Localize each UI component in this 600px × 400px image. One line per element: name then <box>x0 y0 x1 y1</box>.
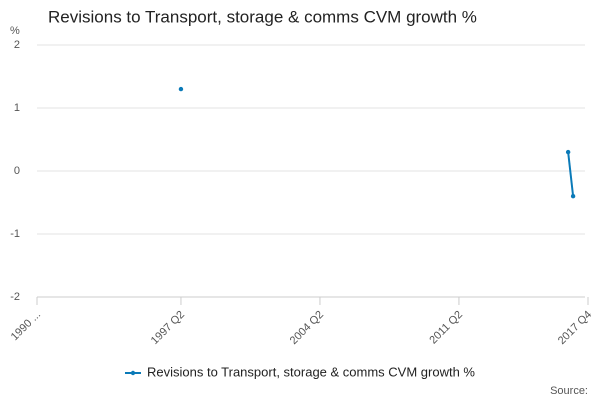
legend: Revisions to Transport, storage & comms … <box>124 364 475 379</box>
legend-label: Revisions to Transport, storage & comms … <box>147 364 475 379</box>
y-axis-unit: % <box>10 25 20 37</box>
legend-marker <box>130 370 136 376</box>
data-point <box>178 86 184 92</box>
y-tick-label: -1 <box>10 228 20 240</box>
x-tick-label: 1990 ... <box>9 309 43 343</box>
source: Source: <box>550 385 588 397</box>
y-tick-label: 0 <box>14 165 20 177</box>
series-line <box>567 151 575 197</box>
chart-title: Revisions to Transport, storage & comms … <box>48 7 477 26</box>
y-tick-label: 1 <box>14 102 20 114</box>
x-tick-label: 2017 Q4 <box>556 309 594 347</box>
x-tick-label: 2011 Q2 <box>427 309 465 347</box>
x-tick-label: 2004 Q2 <box>288 309 326 347</box>
data-point <box>570 194 576 199</box>
data-point <box>565 149 571 155</box>
x-tick-label: 1997 Q2 <box>149 309 187 347</box>
y-tick-label: -2 <box>10 291 20 303</box>
y-tick-label: 2 <box>14 39 20 51</box>
